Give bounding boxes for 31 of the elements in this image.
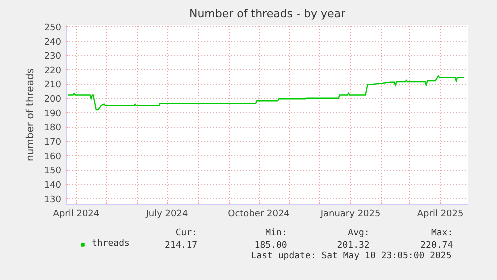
y-tick-label: 240	[44, 38, 62, 48]
text: 220.74	[420, 241, 454, 251]
x-tick-label: April 2024	[53, 210, 100, 220]
text: 214.17	[165, 241, 198, 251]
y-tick-label: 250	[44, 23, 62, 34]
y-tick-label: 210	[44, 80, 62, 91]
text: Min:	[266, 228, 288, 238]
text: Last update: Sat May 10 23:05:00 2025	[251, 252, 452, 262]
y-tick-label: 140	[44, 180, 62, 191]
y-tick-label: 170	[44, 138, 62, 148]
line-series	[68, 76, 466, 111]
chart-title: Number of threads - by year	[189, 8, 346, 20]
text: Cur:	[176, 228, 198, 238]
y-tick-label: 150	[44, 166, 62, 177]
y-tick-label: 200	[44, 95, 62, 106]
text: 201.32	[337, 241, 370, 251]
x-tick-label: January 2025	[320, 210, 381, 220]
text: 185.00	[254, 241, 288, 251]
y-tick-label: 180	[44, 124, 62, 134]
text: Avg:	[348, 228, 370, 238]
y-tick-label: 220	[44, 66, 62, 76]
legend-label: threads	[92, 239, 130, 249]
y-tick-label: 130	[44, 195, 62, 206]
x-tick-label: October 2024	[228, 210, 290, 220]
y-tick-label: 230	[44, 52, 62, 62]
y-tick-label: 160	[44, 152, 62, 162]
text: Max:	[431, 228, 454, 238]
y-axis-title: number of threads	[25, 68, 36, 162]
y-tick-label: 190	[44, 109, 62, 120]
x-tick-label: April 2025	[417, 210, 464, 220]
x-tick-label: July 2024	[145, 210, 188, 220]
